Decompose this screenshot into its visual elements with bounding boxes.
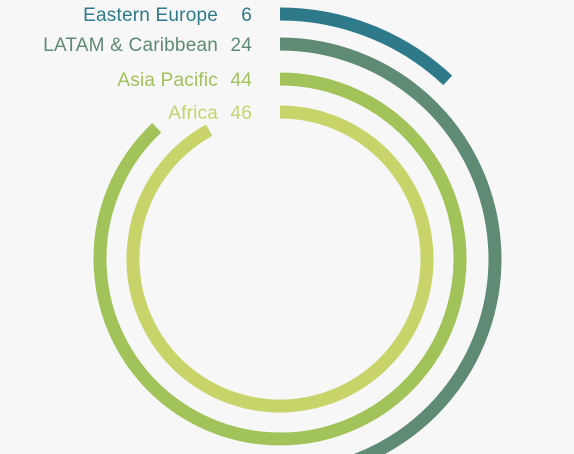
arc-africa [126, 105, 434, 413]
series-label: LATAM & Caribbean [43, 35, 218, 56]
series-value: 44 [230, 70, 252, 91]
arc-latam-caribbean [279, 37, 502, 454]
series-value: 6 [241, 5, 252, 26]
series-value: 24 [230, 35, 252, 56]
arc-eastern-europe [279, 7, 453, 86]
series-value: 46 [230, 103, 252, 124]
arc-asia-pacific [93, 72, 467, 446]
series-label: Asia Pacific [117, 70, 218, 91]
series-label: Eastern Europe [83, 5, 218, 26]
series-label: Africa [168, 103, 218, 124]
